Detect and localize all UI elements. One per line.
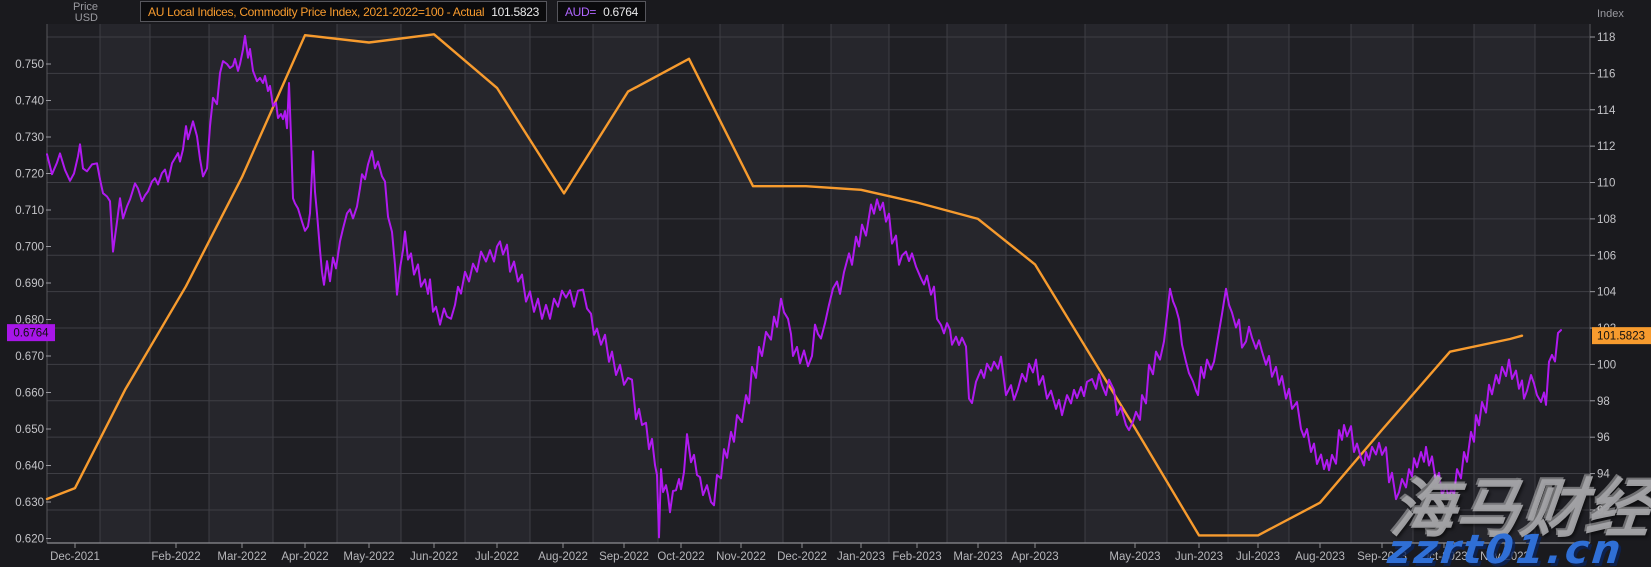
left-axis-tick-label: 0.720 xyxy=(15,169,44,181)
left-axis-tick-label: 0.640 xyxy=(15,461,44,473)
left-axis-tick-label: 0.740 xyxy=(15,96,44,108)
right-axis-tick-label: 92 xyxy=(1597,505,1610,517)
legend-aud-value: 0.6764 xyxy=(603,4,639,19)
left-axis-tick-label: 0.690 xyxy=(15,278,44,290)
right-axis-tick-label: 116 xyxy=(1597,68,1615,80)
right-axis-tick-label: 106 xyxy=(1597,250,1616,262)
month-bands xyxy=(47,24,1590,543)
left-axis-tick-label: 0.700 xyxy=(15,242,44,254)
aud-rate-line xyxy=(46,34,1562,539)
left-axis-tick-label: 0.630 xyxy=(15,497,44,509)
legend-boxes: AU Local Indices, Commodity Price Index,… xyxy=(140,1,647,22)
left-axis-tick-label: 0.680 xyxy=(15,315,44,327)
left-axis-tick-label: 0.710 xyxy=(15,205,44,217)
right-axis-tick-label: 104 xyxy=(1597,287,1617,299)
left-axis-labels: 0.750 0.740 0.730 0.720 0.710 0.700 0.690 0.680… xyxy=(15,59,51,546)
x-axis-month-label: Jul-2022 xyxy=(475,551,519,563)
right-axis-tick-label: 98 xyxy=(1597,396,1610,408)
x-axis-month-label: May-2023 xyxy=(1109,551,1160,563)
x-axis-month-label: Jul-2023 xyxy=(1236,551,1280,563)
left-axis-title: Price USD xyxy=(0,2,98,24)
right-axis-tick-label: 114 xyxy=(1597,105,1616,117)
x-axis-month-label: Aug-2022 xyxy=(538,551,588,563)
x-axis-month-label: Nov-2023 xyxy=(1480,551,1530,563)
right-axis-tick-label: 94 xyxy=(1597,469,1610,481)
x-axis-month-label: Jun-2022 xyxy=(410,551,458,563)
left-axis-tick-label: 0.730 xyxy=(15,132,44,144)
right-axis-tick-label: 112 xyxy=(1597,141,1615,153)
left-axis-title-line2: USD xyxy=(74,12,98,24)
right-axis-tick-label: 100 xyxy=(1597,359,1616,371)
commodity-index-line xyxy=(45,33,1524,537)
legend-commodity-label: AU Local Indices, Commodity Price Index,… xyxy=(148,4,485,19)
left-axis-tick-label: 0.670 xyxy=(15,351,44,363)
commodity-last-price-text: 101.5823 xyxy=(1597,331,1645,343)
x-axis-month-label: Jun-2023 xyxy=(1175,551,1223,563)
right-axis-tick-label: 110 xyxy=(1597,178,1615,190)
left-axis-tick-label: 0.620 xyxy=(15,534,44,546)
right-axis-tick-label: 108 xyxy=(1597,214,1616,226)
x-axis-month-label: Sep-2023 xyxy=(1357,551,1407,563)
legend-row: Price USD AU Local Indices, Commodity Pr… xyxy=(0,0,1651,24)
watermark-url: zzrt01.cn xyxy=(1385,527,1626,567)
x-axis-month-label: Oct-2022 xyxy=(657,551,704,563)
left-axis-title-line1: Price xyxy=(72,1,98,13)
legend-series-aud: AUD= 0.6764 xyxy=(556,1,647,22)
x-axis-month-label: Feb-2023 xyxy=(892,551,941,563)
x-axis-month-label: Mar-2023 xyxy=(953,551,1002,563)
x-axis: Dec-2021 Feb-2022 Mar-2022 Apr-2022 May-2022… xyxy=(47,542,1590,563)
price-markers: 0.6764 101.5823 xyxy=(7,324,1651,345)
x-axis-month-label: Dec-2022 xyxy=(777,551,827,563)
right-axis-title: Index xyxy=(1597,8,1624,20)
x-axis-month-label: Dec-2021 xyxy=(50,551,100,563)
x-axis-month-label: May-2022 xyxy=(343,551,394,563)
right-axis-labels: 11811611411211010810610410210098969492 xyxy=(1590,32,1617,517)
x-axis-month-label: Mar-2022 xyxy=(217,551,266,563)
x-axis-month-label: Feb-2022 xyxy=(151,551,200,563)
x-axis-month-label: Apr-2023 xyxy=(1011,551,1058,563)
legend-aud-label: AUD= xyxy=(564,4,597,19)
aud-last-price-text: 0.6764 xyxy=(13,328,49,340)
left-axis-tick-label: 0.660 xyxy=(15,388,44,400)
x-axis-month-label: Sep-2022 xyxy=(599,551,649,563)
x-axis-month-label: Nov-2022 xyxy=(716,551,766,563)
right-axis-tick-label: 118 xyxy=(1597,32,1615,44)
x-axis-month-label: Apr-2022 xyxy=(281,551,328,563)
aud-last-price-marker xyxy=(7,324,55,342)
x-axis-month-label: Jan-2023 xyxy=(837,551,885,563)
x-axis-month-label: Oct-2023 xyxy=(1420,551,1467,563)
commodity-last-price-marker xyxy=(1592,327,1651,345)
x-axis-month-label: Aug-2023 xyxy=(1295,551,1345,563)
legend-series-commodity: AU Local Indices, Commodity Price Index,… xyxy=(140,1,547,22)
right-axis-tick-label: 96 xyxy=(1597,432,1610,444)
gridlines xyxy=(46,24,1591,543)
left-axis-tick-label: 0.750 xyxy=(15,59,44,71)
left-axis-tick-label: 0.650 xyxy=(15,424,44,436)
legend-commodity-value: 101.5823 xyxy=(491,4,539,19)
